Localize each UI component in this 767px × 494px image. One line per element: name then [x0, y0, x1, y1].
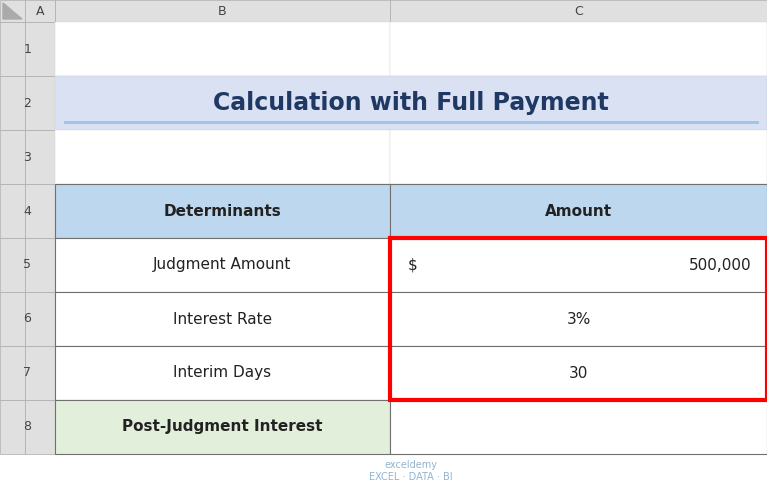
Bar [55, 130, 390, 184]
Bar [25, 22, 55, 76]
Bar [0, 76, 25, 130]
Text: 5: 5 [24, 258, 31, 272]
Bar [390, 238, 767, 400]
Text: 8: 8 [24, 420, 31, 434]
Bar [25, 0, 55, 22]
Text: Amount: Amount [545, 204, 612, 218]
Bar [390, 22, 767, 76]
Bar [55, 22, 390, 76]
Text: 30: 30 [569, 366, 588, 380]
Bar [55, 292, 390, 346]
Text: exceldemy
EXCEL · DATA · BI: exceldemy EXCEL · DATA · BI [369, 459, 453, 482]
Bar [390, 130, 767, 184]
Bar [0, 130, 25, 184]
Bar [25, 292, 55, 346]
Text: B: B [218, 4, 227, 17]
Bar [25, 346, 55, 400]
Text: Determinants: Determinants [163, 204, 281, 218]
Bar [55, 400, 390, 454]
Bar [0, 238, 25, 292]
Bar [390, 238, 767, 292]
Bar [25, 238, 55, 292]
Text: 6: 6 [24, 313, 31, 326]
Bar [0, 292, 25, 346]
Bar [0, 346, 25, 400]
Bar [25, 184, 55, 238]
Text: Calculation with Full Payment: Calculation with Full Payment [213, 91, 609, 115]
Bar [55, 0, 390, 22]
Text: Judgment Amount: Judgment Amount [153, 257, 291, 273]
Text: 3%: 3% [566, 312, 591, 327]
Bar [55, 184, 390, 238]
Text: 7: 7 [24, 367, 31, 379]
Bar [55, 238, 390, 292]
Text: 2: 2 [24, 96, 31, 110]
Bar [390, 184, 767, 238]
Text: $: $ [408, 257, 418, 273]
Text: Interim Days: Interim Days [173, 366, 272, 380]
Bar [390, 400, 767, 454]
Text: 3: 3 [24, 151, 31, 164]
Bar [0, 22, 25, 76]
Text: A: A [36, 4, 44, 17]
Bar [55, 346, 390, 400]
Text: Post-Judgment Interest: Post-Judgment Interest [122, 419, 323, 435]
Text: 4: 4 [24, 205, 31, 217]
Bar [25, 130, 55, 184]
Bar [25, 400, 55, 454]
Text: Interest Rate: Interest Rate [173, 312, 272, 327]
Text: 500,000: 500,000 [690, 257, 752, 273]
Text: C: C [574, 4, 583, 17]
Bar [0, 400, 25, 454]
Polygon shape [3, 3, 22, 19]
Bar [390, 292, 767, 346]
Bar [0, 0, 25, 22]
Bar [390, 0, 767, 22]
Bar [390, 346, 767, 400]
Bar [25, 76, 55, 130]
Text: 1: 1 [24, 42, 31, 55]
Bar [0, 184, 25, 238]
Bar [55, 76, 767, 130]
